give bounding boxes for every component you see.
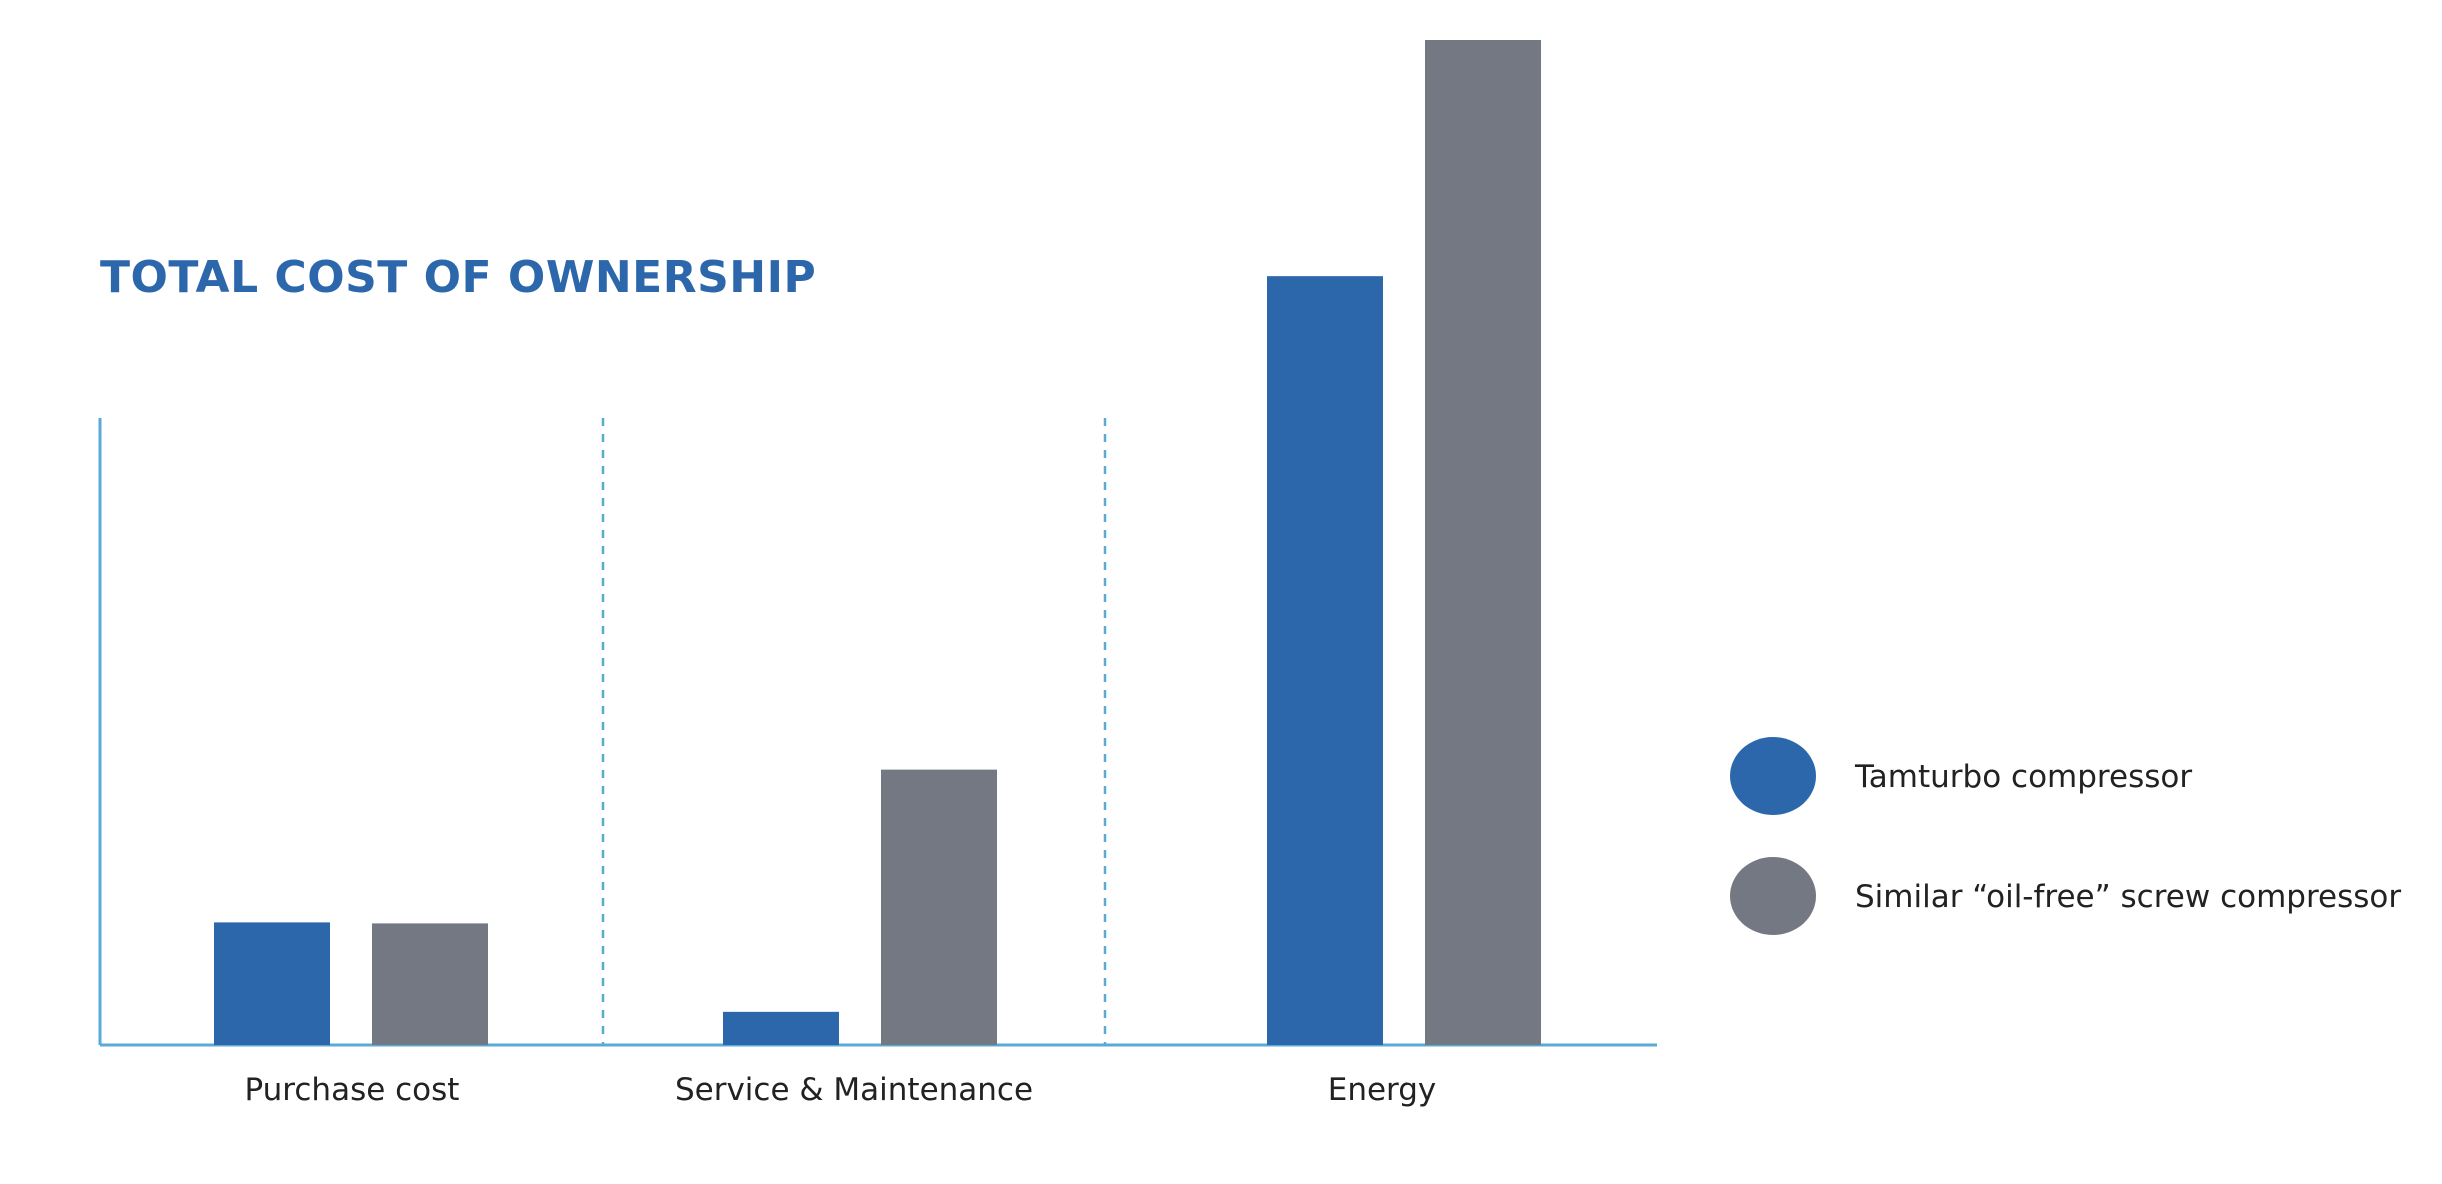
bar-energy-series-2 [1425,40,1541,1045]
legend-label-2: Similar “oil-free” screw compressor [1855,879,2401,915]
legend-label-1: Tamturbo compressor [1854,759,2192,795]
legend: Tamturbo compressor Similar “oil-free” sc… [1730,737,2401,935]
bar-service-maintenance-series-2 [881,769,997,1045]
x-tick-labels: Purchase cost Service & Maintenance Energy [245,1072,1437,1108]
bar-purchase-cost-series-2 [372,923,488,1045]
x-tick-label-purchase-cost: Purchase cost [245,1072,460,1108]
bar-purchase-cost-series-1 [214,922,330,1045]
legend-swatch-2 [1730,857,1816,935]
legend-item-2: Similar “oil-free” screw compressor [1730,857,2401,935]
axes [98,418,1657,1047]
category-separators [601,418,1107,1045]
x-tick-label-service-maintenance: Service & Maintenance [675,1072,1033,1108]
bar-energy-series-1 [1267,276,1383,1045]
legend-item-1: Tamturbo compressor [1730,737,2192,815]
legend-swatch-1 [1730,737,1816,815]
chart-title: TOTAL COST OF OWNERSHIP [100,252,816,303]
bar-service-maintenance-series-1 [723,1011,839,1045]
x-tick-label-energy: Energy [1328,1072,1437,1108]
bars [214,40,1541,1045]
